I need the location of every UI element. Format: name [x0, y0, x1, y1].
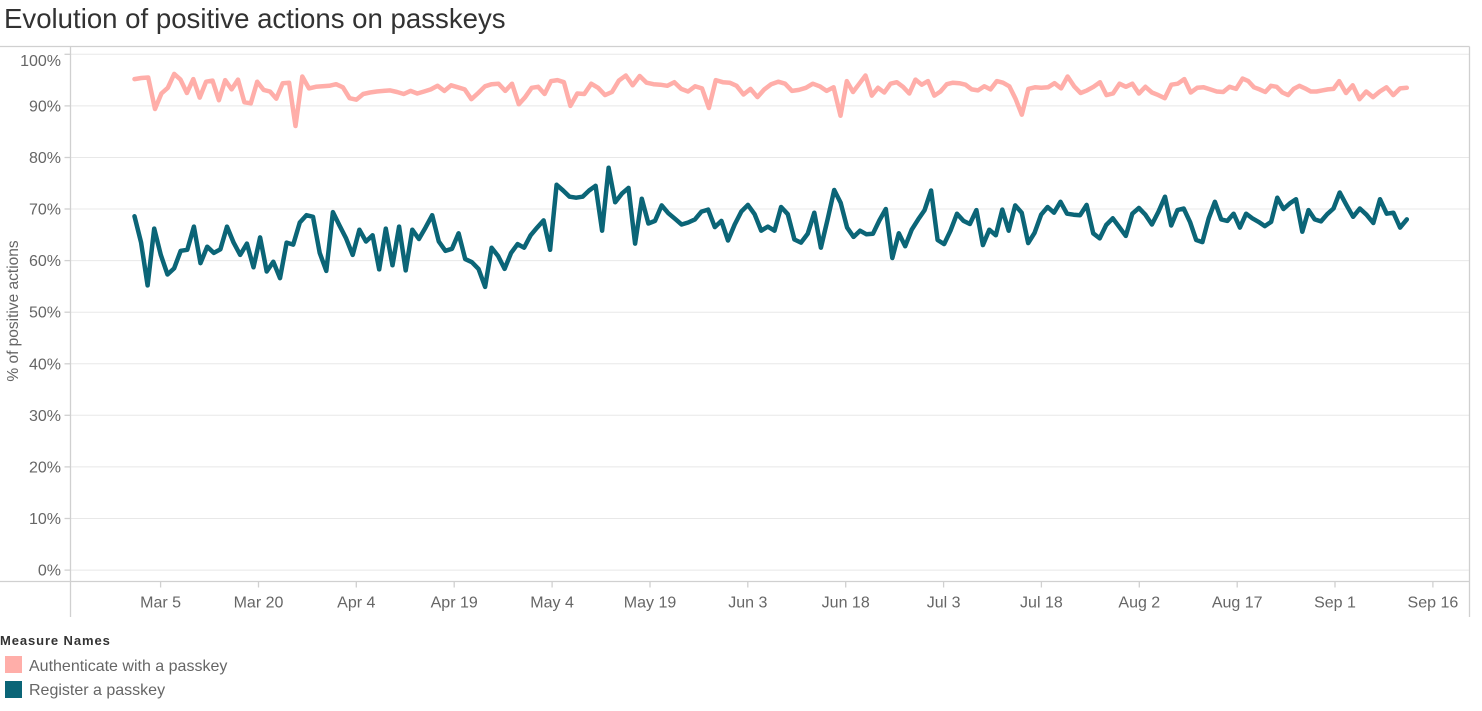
svg-text:Aug 17: Aug 17 [1212, 594, 1263, 611]
svg-text:May 4: May 4 [530, 594, 574, 611]
svg-text:40%: 40% [29, 356, 61, 373]
svg-text:60%: 60% [29, 253, 61, 270]
svg-text:100%: 100% [20, 53, 61, 70]
svg-text:Mar 20: Mar 20 [234, 594, 284, 611]
svg-text:20%: 20% [29, 459, 61, 476]
svg-text:30%: 30% [29, 408, 61, 425]
svg-text:Jul 18: Jul 18 [1020, 594, 1063, 611]
svg-text:Apr 19: Apr 19 [431, 594, 478, 611]
svg-text:50%: 50% [29, 305, 61, 322]
svg-text:Sep 1: Sep 1 [1314, 594, 1356, 611]
svg-text:Sep 16: Sep 16 [1408, 594, 1459, 611]
svg-text:70%: 70% [29, 202, 61, 219]
svg-text:Mar 5: Mar 5 [140, 594, 181, 611]
svg-text:Jun 18: Jun 18 [822, 594, 870, 611]
svg-text:0%: 0% [38, 563, 61, 580]
svg-text:90%: 90% [29, 98, 61, 115]
svg-text:Aug 2: Aug 2 [1118, 594, 1160, 611]
svg-text:80%: 80% [29, 150, 61, 167]
svg-text:Jul 3: Jul 3 [927, 594, 961, 611]
svg-text:Jun 3: Jun 3 [728, 594, 767, 611]
svg-text:10%: 10% [29, 511, 61, 528]
svg-text:May 19: May 19 [624, 594, 677, 611]
svg-text:% of positive actions: % of positive actions [5, 240, 22, 382]
svg-text:Apr 4: Apr 4 [337, 594, 375, 611]
